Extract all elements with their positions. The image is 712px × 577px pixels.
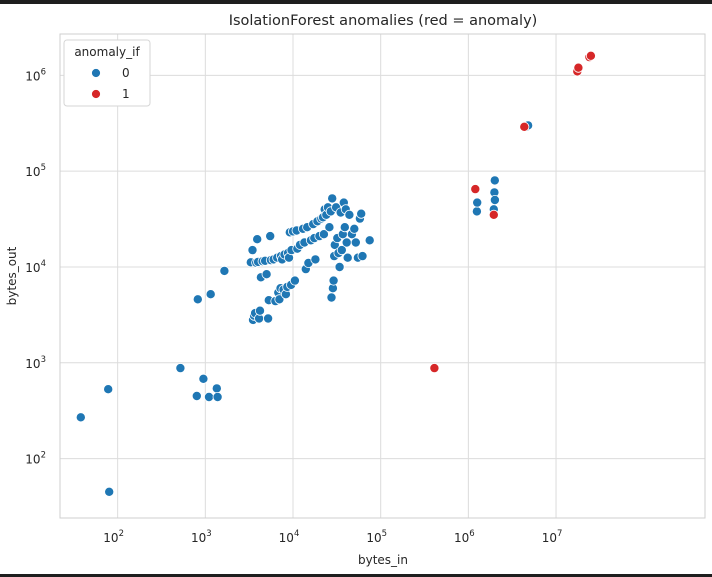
y-tick-label: 105 (25, 163, 46, 179)
data-point-anomaly-0 (342, 252, 353, 263)
data-point-anomaly-0 (326, 292, 337, 303)
data-point-anomaly-0 (212, 391, 223, 402)
data-point-anomaly-0 (349, 223, 360, 234)
data-point-anomaly-0 (261, 269, 272, 280)
data-point-anomaly-0 (357, 251, 368, 262)
data-point-anomaly-0 (341, 237, 352, 248)
x-tick-label: 104 (279, 529, 300, 545)
y-tick-label: 103 (25, 355, 46, 371)
plot-area (59, 33, 706, 519)
data-points (75, 50, 596, 497)
window-bottom-edge (0, 574, 712, 577)
x-tick-label: 102 (103, 529, 124, 545)
data-point-anomaly-1 (488, 209, 499, 220)
data-point-anomaly-0 (327, 193, 338, 204)
data-point-anomaly-0 (254, 305, 265, 316)
x-tick-label: 107 (542, 529, 563, 545)
data-point-anomaly-1 (573, 62, 584, 73)
x-tick-label: 106 (454, 529, 475, 545)
data-point-anomaly-0 (289, 275, 300, 286)
legend-title: anomaly_if (74, 45, 140, 59)
data-point-anomaly-0 (192, 294, 203, 305)
legend-marker-0 (91, 68, 101, 78)
data-point-anomaly-0 (103, 384, 114, 395)
x-axis-label: bytes_in (358, 553, 408, 567)
legend: anomaly_if 0 1 (63, 39, 151, 107)
data-point-anomaly-0 (211, 383, 222, 394)
data-point-anomaly-0 (191, 390, 202, 401)
data-point-anomaly-0 (75, 412, 86, 423)
data-point-anomaly-1 (470, 184, 481, 195)
y-tick-label: 102 (25, 451, 46, 467)
data-point-anomaly-0 (364, 235, 375, 246)
chart-title: IsolationForest anomalies (red = anomaly… (229, 13, 538, 29)
data-point-anomaly-0 (104, 486, 115, 497)
data-point-anomaly-0 (318, 229, 329, 240)
window-top-edge (0, 0, 712, 4)
x-tick-label: 105 (366, 529, 387, 545)
data-point-anomaly-0 (336, 245, 347, 256)
y-tick-label: 106 (25, 67, 46, 83)
data-point-anomaly-0 (203, 391, 214, 402)
data-point-anomaly-0 (339, 222, 350, 233)
data-point-anomaly-0 (471, 206, 482, 217)
data-point-anomaly-0 (310, 254, 321, 265)
data-point-anomaly-0 (198, 373, 209, 384)
legend-marker-1 (91, 89, 101, 99)
data-point-anomaly-0 (252, 234, 263, 245)
data-point-anomaly-0 (274, 294, 285, 305)
data-point-anomaly-1 (585, 50, 596, 61)
data-point-anomaly-0 (489, 175, 500, 186)
y-tick-label: 104 (25, 259, 46, 275)
data-point-anomaly-0 (265, 231, 276, 242)
grid-lines (60, 34, 705, 518)
data-point-anomaly-0 (219, 265, 230, 276)
data-point-anomaly-0 (334, 261, 345, 272)
data-point-anomaly-0 (344, 209, 355, 220)
y-tick-labels: 102 103 104 105 106 (25, 67, 46, 466)
data-point-anomaly-0 (263, 313, 274, 324)
x-tick-label: 103 (191, 529, 212, 545)
data-point-anomaly-0 (205, 289, 216, 300)
data-point-anomaly-1 (429, 363, 440, 374)
data-point-anomaly-0 (350, 237, 361, 248)
legend-label-1: 1 (122, 87, 130, 101)
x-tick-labels: 102 103 104 105 106 107 (103, 529, 562, 545)
legend-label-0: 0 (122, 66, 130, 80)
data-point-anomaly-0 (324, 222, 335, 233)
data-point-anomaly-0 (247, 245, 258, 256)
data-point-anomaly-0 (489, 194, 500, 205)
data-point-anomaly-1 (519, 121, 530, 132)
data-point-anomaly-0 (175, 363, 186, 374)
legend-box (63, 39, 151, 107)
data-point-anomaly-0 (328, 275, 339, 286)
data-point-anomaly-0 (356, 208, 367, 219)
y-axis-label: bytes_out (5, 246, 19, 305)
data-point-anomaly-0 (472, 197, 483, 208)
